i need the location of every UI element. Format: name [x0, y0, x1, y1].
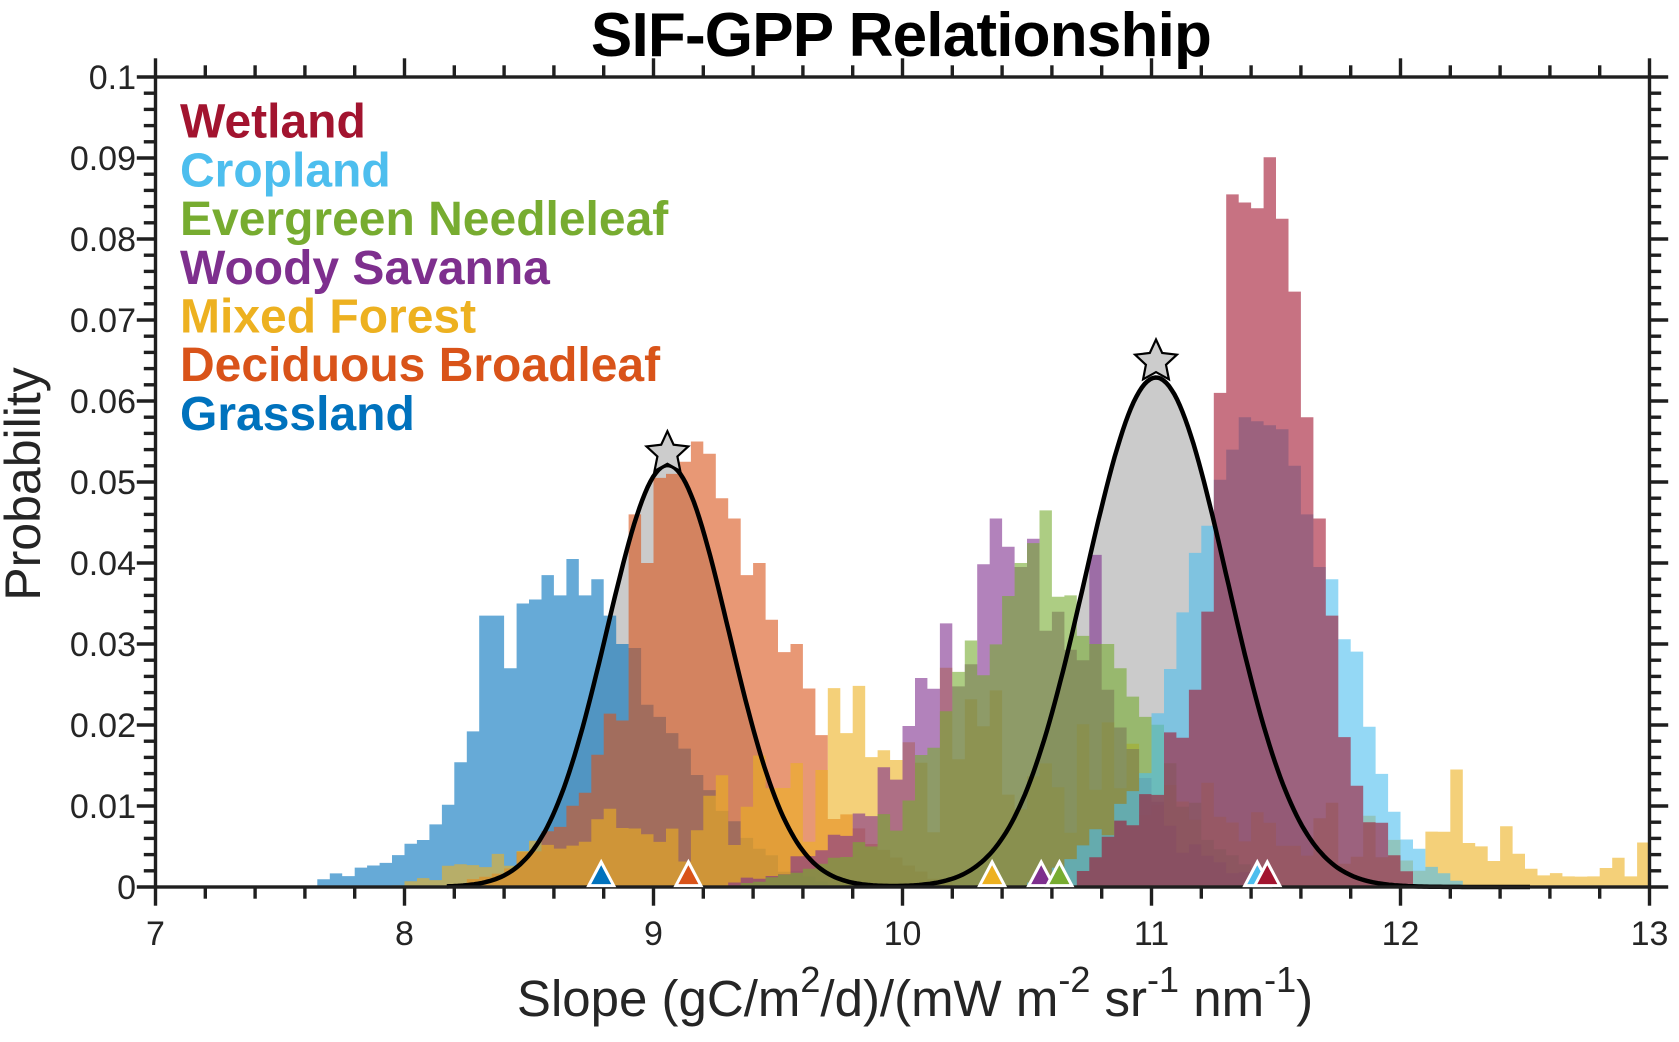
svg-text:0.07: 0.07 [70, 302, 136, 340]
svg-text:13: 13 [1631, 915, 1669, 953]
svg-text:0.03: 0.03 [70, 626, 136, 664]
svg-text:Evergreen Needleleaf: Evergreen Needleleaf [180, 193, 669, 246]
svg-text:Wetland: Wetland [180, 96, 366, 149]
svg-text:0.01: 0.01 [70, 788, 136, 826]
svg-text:Deciduous Broadleaf: Deciduous Broadleaf [180, 339, 661, 392]
svg-text:0: 0 [117, 869, 136, 907]
svg-text:10: 10 [884, 915, 922, 953]
svg-text:Grassland: Grassland [180, 388, 415, 441]
svg-text:Woody Savanna: Woody Savanna [180, 242, 550, 295]
svg-text:0.08: 0.08 [70, 221, 136, 259]
svg-text:11: 11 [1134, 915, 1169, 953]
svg-text:Cropland: Cropland [180, 144, 391, 197]
svg-text:0.02: 0.02 [70, 707, 136, 745]
svg-text:0.04: 0.04 [70, 545, 136, 583]
svg-text:0.1: 0.1 [89, 59, 136, 97]
svg-text:12: 12 [1382, 915, 1420, 953]
svg-text:8: 8 [395, 915, 414, 953]
svg-text:7: 7 [146, 915, 165, 953]
svg-text:Slope (gC/m2/d)/(mW m-2 sr-1 n: Slope (gC/m2/d)/(mW m-2 sr-1 nm-1) [517, 959, 1313, 1027]
svg-text:9: 9 [644, 915, 663, 953]
svg-text:Probability: Probability [0, 367, 51, 600]
svg-text:SIF-GPP Relationship: SIF-GPP Relationship [591, 1, 1211, 70]
svg-text:Mixed Forest: Mixed Forest [180, 291, 476, 344]
svg-text:0.09: 0.09 [70, 140, 136, 178]
svg-text:0.05: 0.05 [70, 464, 136, 502]
svg-text:0.06: 0.06 [70, 383, 136, 421]
